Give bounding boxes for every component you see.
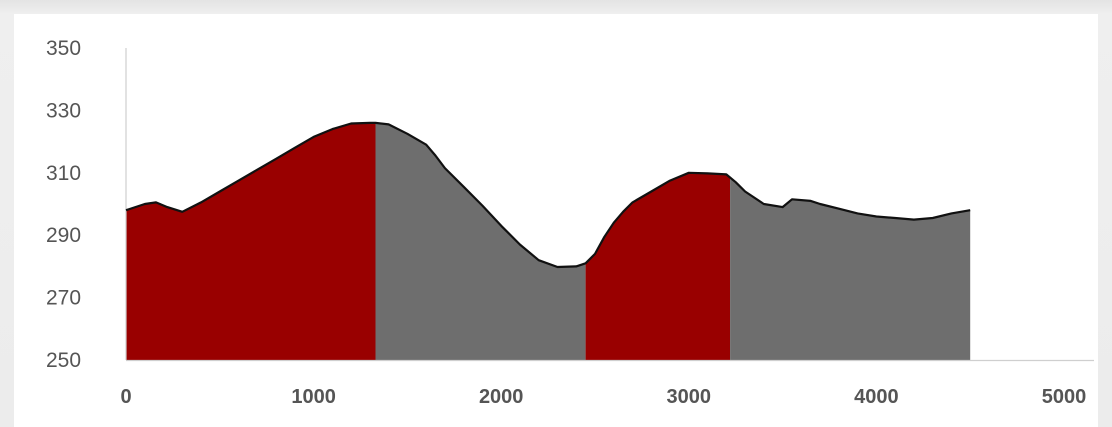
x-tick-label: 3000 (667, 386, 712, 408)
area-band-2 (375, 122, 586, 361)
y-tick-label: 310 (46, 162, 81, 185)
x-axis-tick-labels: 0 1000 2000 3000 4000 5000 (120, 386, 1086, 408)
y-tick-label: 330 (46, 99, 81, 122)
profile-outline-layer (125, 121, 971, 269)
x-tick-label: 0 (120, 386, 131, 408)
area-band-4 (730, 177, 971, 360)
y-tick-label: 250 (46, 349, 81, 372)
y-tick-label: 350 (46, 37, 81, 60)
area-band-3 (585, 172, 731, 360)
x-tick-label: 5000 (1042, 386, 1087, 408)
chart-axes (125, 48, 1094, 362)
profile-outline (125, 121, 971, 269)
area-band-1 (126, 122, 376, 361)
y-tick-label: 270 (46, 287, 81, 310)
area-bands (126, 122, 971, 361)
y-tick-label: 290 (46, 224, 81, 247)
x-tick-label: 2000 (479, 386, 524, 408)
x-tick-label: 4000 (854, 386, 899, 408)
y-axis-tick-labels: 350 330 310 290 270 250 (46, 37, 81, 372)
x-tick-label: 1000 (291, 386, 336, 408)
